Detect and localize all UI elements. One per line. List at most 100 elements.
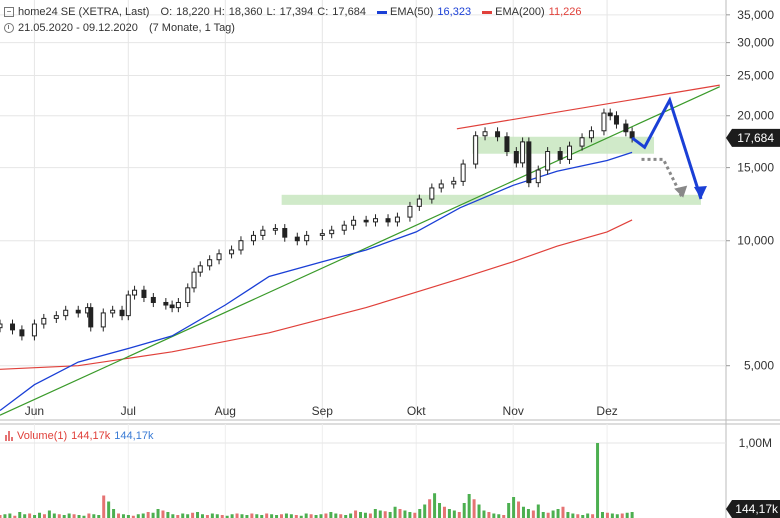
- volume-bar: [72, 514, 76, 518]
- x-tick-label: Aug: [215, 404, 236, 418]
- volume-bar: [38, 512, 42, 518]
- candle-body: [175, 301, 181, 309]
- candle-body: [520, 141, 526, 164]
- candle-body: [613, 115, 619, 125]
- candle-body: [341, 224, 347, 231]
- volume-bar: [33, 515, 37, 518]
- volume-bar: [146, 512, 150, 518]
- volume-badge-text: 144,17k: [735, 502, 779, 516]
- volume-bar: [556, 509, 560, 518]
- clock-icon: [4, 23, 14, 33]
- volume-bar: [186, 514, 190, 518]
- volume-bar: [67, 513, 71, 518]
- candle-body: [260, 229, 266, 236]
- volume-bar: [279, 514, 283, 518]
- volume-bar: [171, 514, 175, 518]
- volume-bar: [457, 512, 461, 518]
- volume-bar: [363, 512, 367, 518]
- volume-bar: [531, 510, 535, 518]
- ema200-legend[interactable]: EMA(200): [482, 4, 545, 20]
- candle-body: [504, 136, 510, 153]
- candle-body: [31, 323, 37, 337]
- volume-bar: [334, 513, 338, 518]
- collapse-icon[interactable]: −: [4, 7, 14, 17]
- candle-body: [545, 151, 551, 171]
- open-label: O:: [160, 6, 173, 18]
- volume-bar: [561, 506, 565, 518]
- volume-bar: [181, 513, 185, 518]
- volume-bar: [265, 513, 269, 518]
- high-value: 18,360: [228, 6, 263, 18]
- y-tick-label: 30,000: [737, 36, 774, 50]
- volume-tick-label: 1,00M: [739, 436, 772, 450]
- candle-body: [385, 218, 391, 223]
- volume-bar: [107, 501, 111, 518]
- volume-bar: [625, 512, 629, 518]
- volume-bar: [161, 510, 165, 518]
- candle-body: [229, 249, 235, 255]
- ema50-line: [0, 151, 633, 412]
- candle-body: [588, 130, 594, 139]
- candle-body: [238, 240, 244, 251]
- volume-bar: [191, 512, 195, 518]
- volume-bar: [354, 510, 358, 518]
- volume-bar: [447, 509, 451, 518]
- candle-body: [282, 228, 288, 238]
- y-tick-label: 5,000: [744, 359, 774, 373]
- volume-bar: [388, 512, 392, 518]
- period-text: (7 Monate, 1 Tag): [148, 22, 235, 34]
- candle-body: [53, 315, 59, 319]
- volume-bar: [92, 514, 96, 518]
- volume-bar: [517, 501, 521, 518]
- forecast-arrow-gray: [641, 157, 684, 199]
- candle-body: [363, 219, 369, 223]
- y-tick-label: 20,000: [737, 109, 774, 123]
- volume-bar: [546, 512, 550, 518]
- candle-body: [601, 112, 607, 132]
- candle-body: [141, 289, 147, 298]
- y-tick-label: 15,000: [737, 161, 774, 175]
- candle-body: [407, 205, 413, 218]
- volume-bar: [497, 514, 501, 518]
- volume-bar: [373, 509, 377, 518]
- candle-body: [482, 131, 488, 137]
- volume-bar: [240, 514, 244, 518]
- candle-body: [351, 219, 357, 226]
- volume-bar: [294, 515, 298, 518]
- candle-body: [567, 145, 573, 160]
- candle-body: [207, 259, 213, 267]
- volume-bar: [215, 514, 219, 518]
- volume-bar: [413, 512, 417, 518]
- volume-bar: [526, 509, 530, 518]
- volume-bar: [289, 514, 293, 518]
- volume-bar: [487, 512, 491, 518]
- volume-bar: [284, 513, 288, 518]
- volume-bar: [418, 509, 422, 518]
- ema50-label: EMA(50): [390, 6, 434, 18]
- volume-bar: [472, 499, 476, 518]
- arrow-head-gray: [674, 185, 688, 198]
- candle-body: [623, 123, 629, 133]
- ema50-legend[interactable]: EMA(50): [377, 4, 433, 20]
- volume-bar: [324, 513, 328, 518]
- volume-bar: [452, 510, 456, 518]
- volume-bar: [477, 504, 481, 518]
- x-tick-label: Sep: [312, 404, 334, 418]
- volume-bar: [166, 512, 170, 518]
- volume-bar: [309, 514, 313, 518]
- volume-bar: [87, 513, 91, 518]
- volume-bar: [250, 513, 254, 518]
- bar-chart-icon: [5, 431, 13, 441]
- candle-body: [185, 287, 191, 303]
- ema200-label: EMA(200): [495, 6, 545, 18]
- candle-body: [125, 294, 131, 317]
- candle-body: [416, 198, 422, 207]
- volume-bar: [42, 514, 46, 518]
- candle-body: [169, 304, 175, 309]
- volume-bar: [131, 515, 135, 518]
- candle-body: [319, 233, 325, 236]
- volume-bar: [610, 513, 614, 518]
- volume-bar: [521, 506, 525, 518]
- candle-body: [629, 131, 635, 139]
